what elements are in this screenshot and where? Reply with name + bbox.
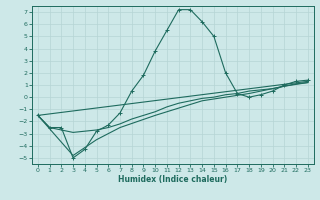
X-axis label: Humidex (Indice chaleur): Humidex (Indice chaleur) [118, 175, 228, 184]
